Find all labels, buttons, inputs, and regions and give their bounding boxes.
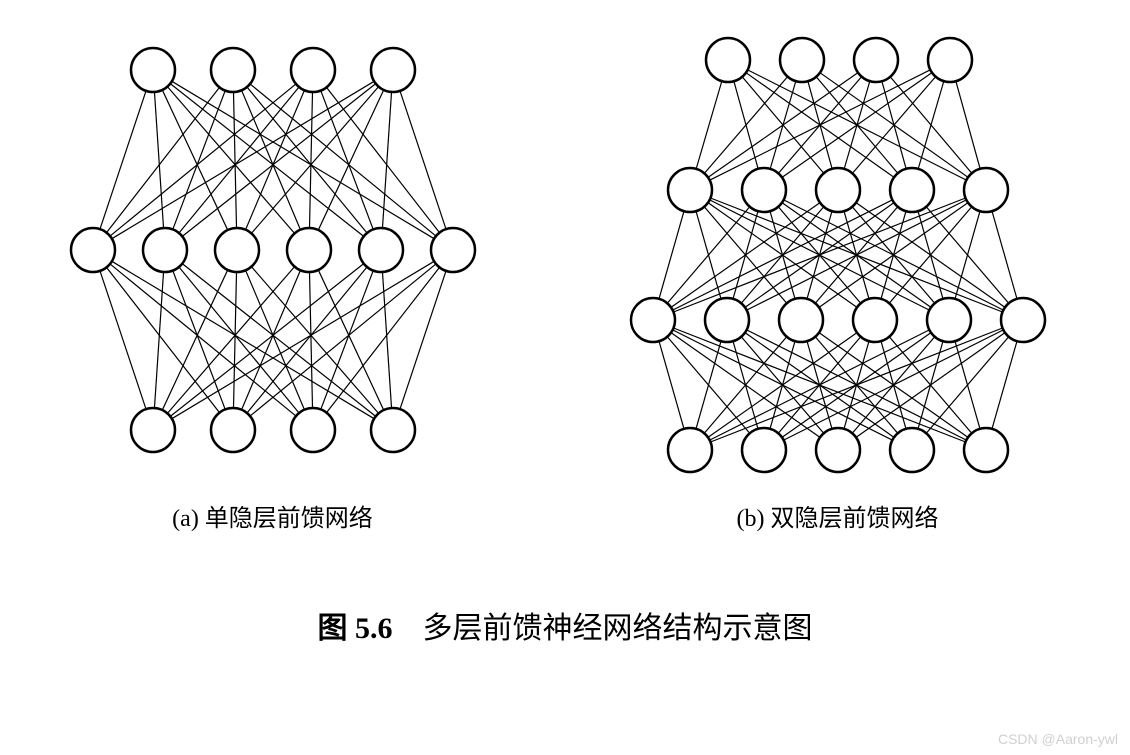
neuron-node [964,428,1008,472]
neuron-node [816,168,860,212]
figure-title: 多层前馈神经网络结构示意图 [423,612,813,645]
neuron-node [890,428,934,472]
edge [696,81,722,169]
edge [154,272,163,408]
neuron-node [964,168,1008,212]
edge [992,341,1017,429]
network-b-block: (b) 双隐层前馈网络 [598,20,1078,533]
neuron-node [742,428,786,472]
edge [246,267,366,413]
neuron-node [742,168,786,212]
diagrams-row: (a) 单隐层前馈网络 (b) 双隐层前馈网络 [0,0,1130,533]
edge [245,90,304,229]
network-b-svg [598,20,1078,480]
neuron-node [291,48,335,92]
edge [111,81,373,238]
edge [710,328,1002,442]
edge [111,261,373,418]
edge [782,73,932,178]
edge [233,272,236,408]
edge [171,81,433,238]
edge [667,207,749,304]
neuron-node [668,168,712,212]
edge [382,272,391,408]
edge [704,337,786,434]
edge [382,92,391,228]
neuron-node [215,228,259,272]
edge [241,90,300,229]
neuron-node [928,38,972,82]
neuron-node [131,408,175,452]
subcaption-a: (a) 单隐层前馈网络 [172,498,373,533]
main-caption: 图 5.6 多层前馈神经网络结构示意图 [0,603,1130,647]
edge [709,330,929,440]
neuron-node [1001,298,1045,342]
neuron-node [359,228,403,272]
network-a-svg [53,20,493,480]
subcaption-b: (b) 双隐层前馈网络 [737,498,939,533]
edge [918,81,944,169]
neuron-node [143,228,187,272]
edge [399,271,445,409]
edge [309,272,312,408]
network-a-block: (a) 单隐层前馈网络 [53,20,493,533]
neuron-node [211,48,255,92]
neuron-node [131,48,175,92]
neuron-node [71,228,115,272]
neuron-node [780,38,824,82]
edge [233,92,236,228]
neuron-node [706,38,750,82]
neuron-node [291,408,335,452]
neuron-node [287,228,331,272]
neuron-node [631,298,675,342]
neuron-node [854,38,898,82]
edge [673,198,965,312]
neuron-node [668,428,712,472]
edge [171,261,433,418]
edge [672,200,892,310]
edge [783,330,1003,440]
neuron-node [927,298,971,342]
edge [154,92,163,228]
edge [241,270,300,409]
edge [178,87,298,233]
neuron-node [890,168,934,212]
neuron-node [371,408,415,452]
edge [992,211,1017,299]
edge [399,91,445,229]
neuron-node [431,228,475,272]
edge [696,341,721,429]
edge [245,270,304,409]
watermark: CSDN @Aaron-ywl [998,731,1118,747]
edge [704,77,787,174]
figure-container: (a) 单隐层前馈网络 (b) 双隐层前馈网络 图 5.6 多层前馈神经网络结构… [0,0,1130,755]
edge [746,200,966,310]
edge [889,207,971,304]
edge [955,211,980,299]
figure-label: 图 5.6 [318,612,393,645]
neuron-node [816,428,860,472]
neuron-node [211,408,255,452]
edge [309,92,312,228]
neuron-node [371,48,415,92]
edge [659,211,684,299]
neuron-node [705,298,749,342]
edge [99,271,145,409]
neuron-node [779,298,823,342]
neuron-node [853,298,897,342]
edge [709,70,930,180]
edge [955,81,979,169]
edge [99,91,145,229]
edge [926,337,1008,434]
edge [659,341,684,429]
